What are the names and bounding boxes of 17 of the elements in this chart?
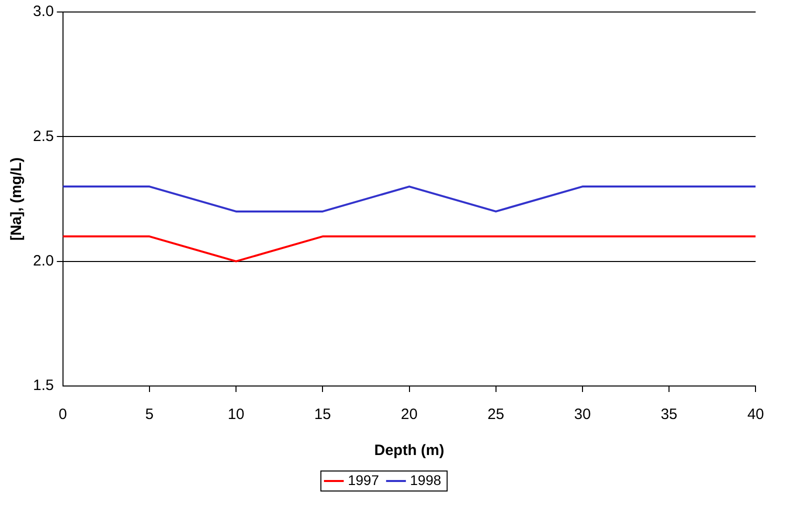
x-tick-label: 15 <box>314 406 331 424</box>
legend-label: 1997 <box>348 472 380 488</box>
x-tick-label: 35 <box>660 406 678 424</box>
x-tick-label: 30 <box>574 406 591 424</box>
y-tick-label: 1.5 <box>32 377 54 394</box>
y-axis-title: [Na], (mg/L) <box>8 157 26 241</box>
x-tick-label: 25 <box>488 406 504 424</box>
x-tick-label: 5 <box>145 406 154 424</box>
x-tick-label: 10 <box>228 406 244 424</box>
y-tick-label: 2.5 <box>32 128 54 145</box>
legend-label: 1998 <box>410 472 442 488</box>
x-axis-title: Depth (m) <box>374 442 444 460</box>
x-tick-label: 20 <box>400 406 418 424</box>
x-tick-label: 40 <box>747 406 764 424</box>
x-tick-label: 0 <box>58 406 68 424</box>
y-tick-label: 3.0 <box>32 3 54 20</box>
y-tick-label: 2.0 <box>32 252 54 270</box>
